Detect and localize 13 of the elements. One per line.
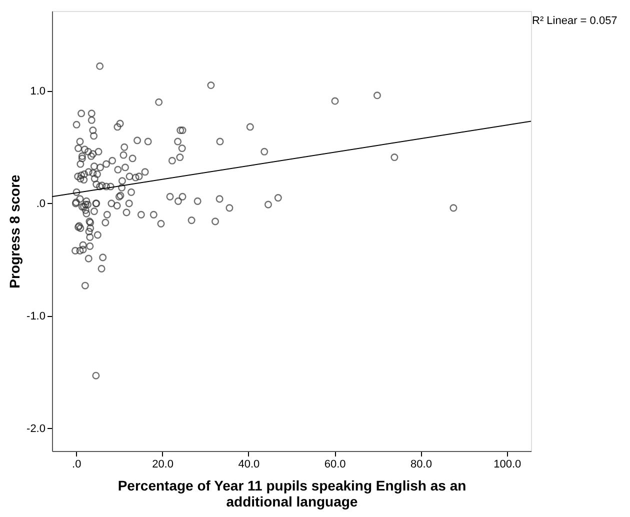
y-tick-label: .0: [36, 198, 46, 210]
x-tick-label: .0: [72, 458, 82, 470]
x-tick-label: 60.0: [324, 458, 346, 470]
y-axis-title: Progress 8 score: [6, 174, 23, 288]
text: R² Linear = 0.057: [532, 15, 618, 27]
x-tick-label: 20.0: [152, 458, 174, 470]
x-tick-label: 80.0: [410, 458, 432, 470]
y-tick-label: -1.0: [26, 310, 46, 322]
y-tick-label: 1.0: [30, 85, 46, 98]
x-tick-label: 40.0: [238, 458, 260, 470]
y-tick-label: -2.0: [26, 422, 46, 435]
x-axis-title: Percentage of Year 11 pupils speaking English as an additional language: [118, 478, 466, 510]
x-tick-label: 100.0: [494, 458, 522, 470]
